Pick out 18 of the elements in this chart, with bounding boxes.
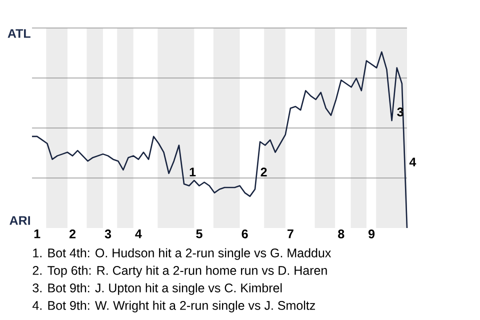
annotation: 1: [190, 168, 196, 176]
x-tick-label: 4: [135, 230, 142, 238]
x-tick-label: 6: [242, 230, 248, 238]
text: 4: [409, 158, 416, 166]
x-tick-label: 3: [104, 230, 112, 238]
x-tick-label: 2: [70, 230, 76, 238]
text: ARI: [10, 216, 30, 225]
text: 2. Top 6th: R. Carty hit a 2-run home run vs D. Haren: [32, 266, 327, 278]
x-tick-label: 9: [368, 230, 375, 238]
text: 3. Bot 9th: J. Upton hit a single vs C. Kimbrel: [32, 283, 282, 295]
x-tick-label: 8: [338, 230, 344, 238]
text: 1. Bot 4th: O. Hudson hit a 2-run single vs G. Maddux: [33, 248, 332, 260]
text: ATL: [8, 29, 30, 38]
text: 4. Bot 9th: W. Wright hit a 2-run single vs J. Smoltz: [32, 300, 316, 312]
annotation: 2: [260, 168, 267, 176]
x-tick-label: 5: [196, 230, 202, 238]
x-tick-label: 1: [34, 230, 40, 238]
x-tick-label: 7: [288, 230, 294, 238]
